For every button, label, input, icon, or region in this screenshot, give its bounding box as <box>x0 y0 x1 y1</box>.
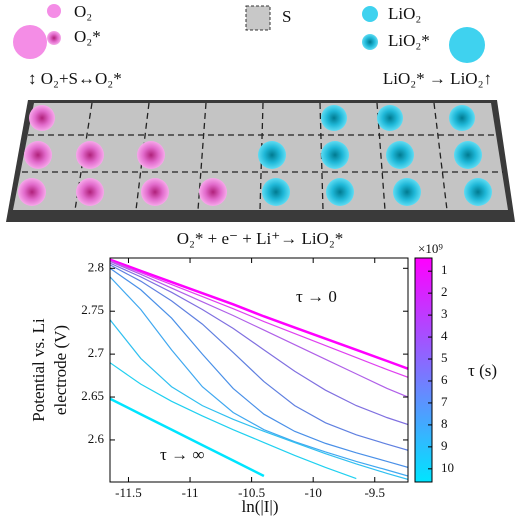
series-line <box>110 264 408 451</box>
colorbar-tick-label: 8 <box>441 416 448 431</box>
lio2-large <box>449 27 485 63</box>
legend-lio2: LiO₂ <box>388 4 421 23</box>
y-axis-label: electrode (V) <box>51 325 70 415</box>
series-line <box>110 397 265 478</box>
colorbar <box>414 257 433 483</box>
bottom-reaction: O₂* + e⁻ + Li⁺→ LiO₂* <box>177 229 344 248</box>
annotation: τ → 0 <box>296 287 337 306</box>
series-line <box>110 260 408 398</box>
y-tick-label: 2.8 <box>88 259 104 274</box>
colorbar-tick-label: 3 <box>441 306 448 321</box>
series-line <box>110 319 408 481</box>
y-tick-label: 2.6 <box>88 431 105 446</box>
lines <box>110 258 408 481</box>
y-tick-label: 2.75 <box>81 302 104 317</box>
o2-large <box>13 25 47 59</box>
colorbar-tick-label: 7 <box>441 394 448 409</box>
colorbar-label: τ (s) <box>468 361 497 380</box>
series-line <box>110 276 408 477</box>
colorbar-tick-label: 1 <box>441 262 448 277</box>
s-icon <box>245 5 271 31</box>
y-tick-label: 2.65 <box>81 388 104 403</box>
series-line <box>110 362 357 480</box>
x-tick-label: -11.5 <box>115 485 142 500</box>
colorbar-exponent: ×10⁹ <box>418 241 443 256</box>
x-axis-label: ln(|I|) <box>241 497 278 516</box>
legend-s: S <box>282 7 291 26</box>
legend-o2-star: O₂* <box>74 27 101 46</box>
o2-icon <box>47 4 61 18</box>
right-reaction: LiO₂* → LiO₂↑ <box>383 69 492 88</box>
y-axis-label: Potential vs. Li <box>29 318 48 422</box>
legend-o2: O₂ <box>74 2 92 21</box>
x-tick-label: -11 <box>182 485 199 500</box>
x-tick-label: -10.5 <box>238 485 265 500</box>
series-line <box>110 258 408 370</box>
colorbar-tick-label: 4 <box>441 328 448 343</box>
y-tick-label: 2.7 <box>88 345 105 360</box>
series-line <box>110 262 408 426</box>
plot-area <box>110 258 408 482</box>
adsorbed-lio2 <box>258 105 492 206</box>
x-tick-label: -9.5 <box>364 485 385 500</box>
x-tick-label: -10 <box>305 485 322 500</box>
legend-lio2-star: LiO₂* <box>388 31 430 50</box>
colorbar-tick-label: 10 <box>441 460 454 475</box>
lio2-star-icon <box>362 34 378 50</box>
annotation: τ → ∞ <box>160 445 204 464</box>
plot-frame <box>109 257 409 483</box>
colorbar-tick-label: 2 <box>441 284 448 299</box>
o2-star-icon <box>47 31 61 45</box>
series-line <box>110 260 408 378</box>
series-line <box>110 267 408 468</box>
lio2-icon <box>362 6 378 22</box>
colorbar-tick-label: 9 <box>441 438 448 453</box>
left-reaction: ↕ O₂+S↔O₂* <box>28 69 122 88</box>
adsorbed-o2 <box>18 105 227 206</box>
colorbar-tick-label: 6 <box>441 372 448 387</box>
colorbar-tick-label: 5 <box>441 350 448 365</box>
